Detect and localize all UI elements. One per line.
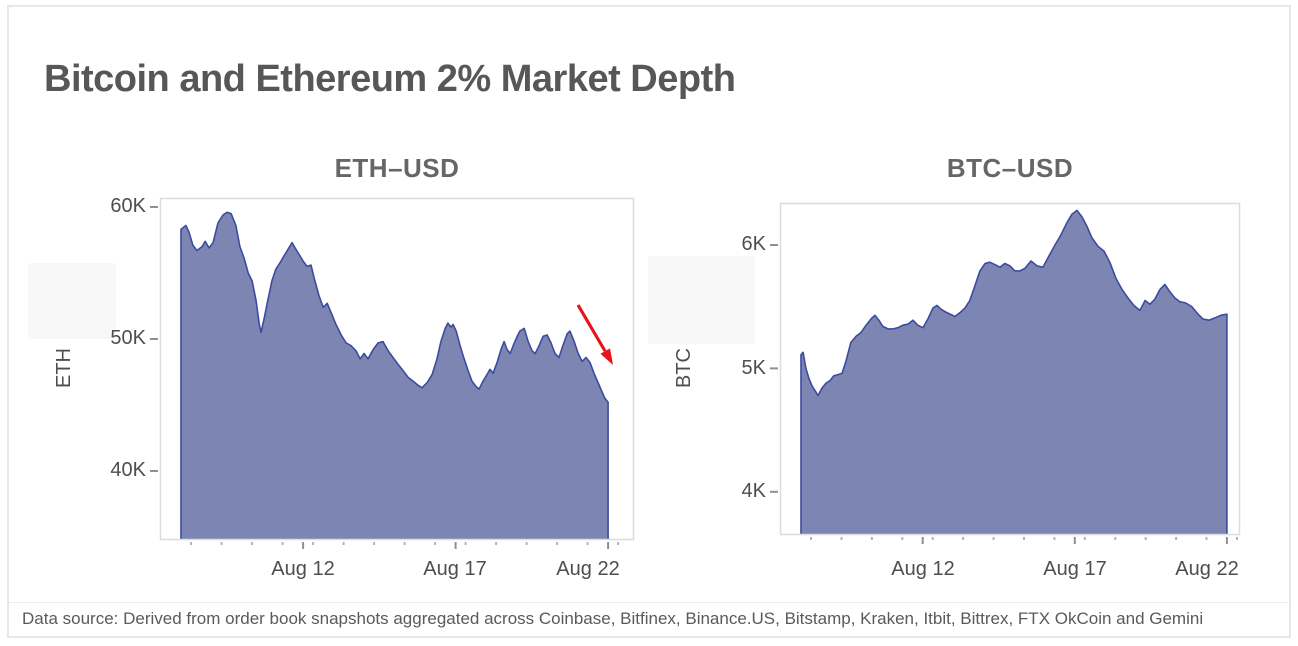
btc-xtick-aug22: Aug 22 [1175,558,1239,580]
faint-watermark-right [648,256,755,344]
eth-y-axis-label: ETH [53,348,75,388]
eth-ytick-60k: 60K [110,195,146,217]
eth-ytick-40k: 40K [110,459,146,481]
eth-chart-title: ETH–USD [334,153,460,183]
btc-chart-title: BTC–USD [946,153,1074,183]
page-title: Bitcoin and Ethereum 2% Market Depth [44,58,736,100]
btc-ytick-5k: 5K [741,357,766,379]
eth-xtick-aug22: Aug 22 [556,558,620,580]
btc-xtick-aug17: Aug 17 [1043,558,1107,580]
faint-watermark-left [28,263,116,339]
data-source-footer: Data source: Derived from order book sna… [9,602,1289,635]
btc-ytick-4k: 4K [741,480,766,502]
eth-ytick-50k: 50K [110,327,146,349]
btc-area-chart [770,202,1241,544]
data-source-text: Data source: Derived from order book sna… [22,609,1204,628]
eth-area-chart [150,197,635,549]
decline-arrow-icon [576,304,613,365]
btc-ytick-6k: 6K [741,233,766,255]
btc-xtick-aug12: Aug 12 [891,558,955,580]
btc-y-axis-label: BTC [673,348,695,388]
eth-xtick-aug12: Aug 12 [271,558,335,580]
eth-xtick-aug17: Aug 17 [423,558,487,580]
